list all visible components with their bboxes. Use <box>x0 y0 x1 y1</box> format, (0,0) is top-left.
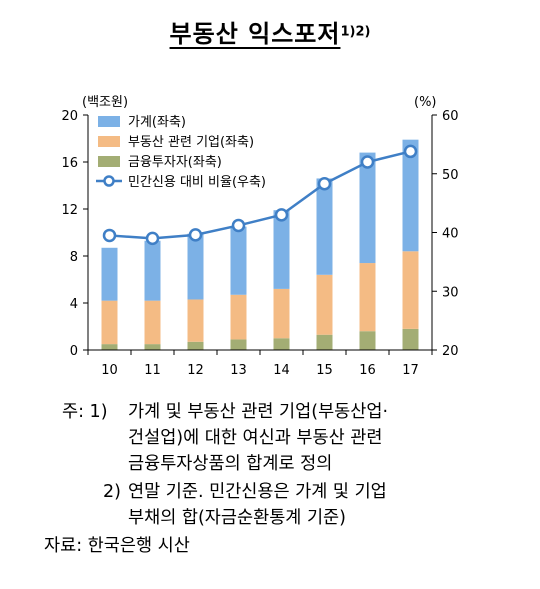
ratio-point <box>403 144 418 159</box>
bar-segment <box>316 334 333 350</box>
bar-segment <box>187 233 204 300</box>
x-tick-label: 14 <box>273 363 290 378</box>
bar-segment <box>359 331 376 350</box>
bar-segment <box>273 288 290 339</box>
y-left-axis-label: (백조원) <box>82 95 128 110</box>
bar-segment <box>101 247 118 301</box>
bar-segment <box>402 139 419 252</box>
ratio-point <box>188 228 203 242</box>
bar-segment <box>402 328 419 350</box>
y-left-tick-label: 12 <box>61 203 78 218</box>
bar-segment <box>144 300 161 345</box>
note1-line3: 금융투자상품의 합계로 정의 <box>128 454 333 474</box>
bar-segment <box>144 344 161 350</box>
x-tick-label: 16 <box>359 363 376 378</box>
legend-label: 민간신용 대비 비율(우축) <box>128 175 266 190</box>
bar-segment <box>187 341 204 350</box>
legend-swatch <box>98 156 120 167</box>
bar-segment <box>359 263 376 332</box>
ratio-point <box>274 208 289 222</box>
note1-line2: 건설업)에 대한 여신과 부동산 관련 <box>128 428 383 448</box>
bar-segment <box>101 300 118 345</box>
y-left-tick-label: 20 <box>61 109 78 124</box>
bar-segment <box>359 152 376 264</box>
y-left-tick-label: 16 <box>61 156 78 171</box>
legend-label: 부동산 관련 기업(좌축) <box>128 135 254 150</box>
y-left-tick-label: 8 <box>70 250 78 265</box>
ratio-point <box>317 176 332 191</box>
chart: 0 4 8 12 16 20 20 30 40 50 60 (백조원) (%) 10 11 12 13 14 15 1… <box>61 95 459 378</box>
bar-segment <box>101 344 118 350</box>
bar-segment <box>230 294 247 340</box>
bar-segment <box>230 226 247 295</box>
chart-title: 부동산 익스포저 <box>169 20 341 48</box>
note1-prefix: 주: 1) <box>62 402 108 422</box>
ratio-line <box>109 150 411 240</box>
bar-segment <box>273 338 290 350</box>
legend-swatch <box>98 116 120 127</box>
x-tick-label: 10 <box>101 363 118 378</box>
bar-segment <box>316 274 333 335</box>
bar-segment <box>316 178 333 275</box>
bar-segment <box>273 210 290 289</box>
x-tick-label: 13 <box>230 363 247 378</box>
ratio-point <box>360 155 375 169</box>
note2-line2: 부채의 합(자금순환통계 기준) <box>128 508 346 528</box>
y-right-axis-label: (%) <box>414 95 437 110</box>
bar-segment <box>144 240 161 301</box>
title-footnote-marks: 1)2) <box>340 24 371 40</box>
bar-segment <box>402 251 419 329</box>
legend-label: 금융투자자(좌축) <box>128 155 222 170</box>
legend-label: 가계(좌축) <box>128 115 186 130</box>
note1-line1: 가계 및 부동산 관련 기업(부동산업· <box>128 402 389 422</box>
x-tick-label: 15 <box>316 363 333 378</box>
bar-segment <box>230 339 247 350</box>
y-right-tick-label: 40 <box>442 227 459 242</box>
x-tick-label: 17 <box>402 363 419 378</box>
ratio-point <box>231 218 246 233</box>
y-right-tick-label: 60 <box>442 109 459 124</box>
ratio-point <box>102 228 117 243</box>
ratio-point <box>145 231 160 246</box>
y-right-tick-label: 20 <box>442 344 459 359</box>
y-right-tick-label: 30 <box>442 285 459 300</box>
y-right-tick-label: 50 <box>442 168 459 183</box>
bar-segment <box>187 299 204 342</box>
x-tick-label: 11 <box>144 363 161 378</box>
legend-marker <box>103 175 115 187</box>
y-left-tick-label: 4 <box>70 297 78 312</box>
y-left-tick-label: 0 <box>70 344 78 359</box>
note2-prefix: 2) <box>103 482 121 502</box>
source-note: 자료: 한국은행 시산 <box>44 536 190 556</box>
legend-swatch <box>98 136 120 147</box>
chart-title-block: 부동산 익스포저1)2) <box>0 14 540 49</box>
x-tick-label: 12 <box>187 363 204 378</box>
note2-line1: 연말 기준. 민간신용은 가계 및 기업 <box>128 482 387 502</box>
